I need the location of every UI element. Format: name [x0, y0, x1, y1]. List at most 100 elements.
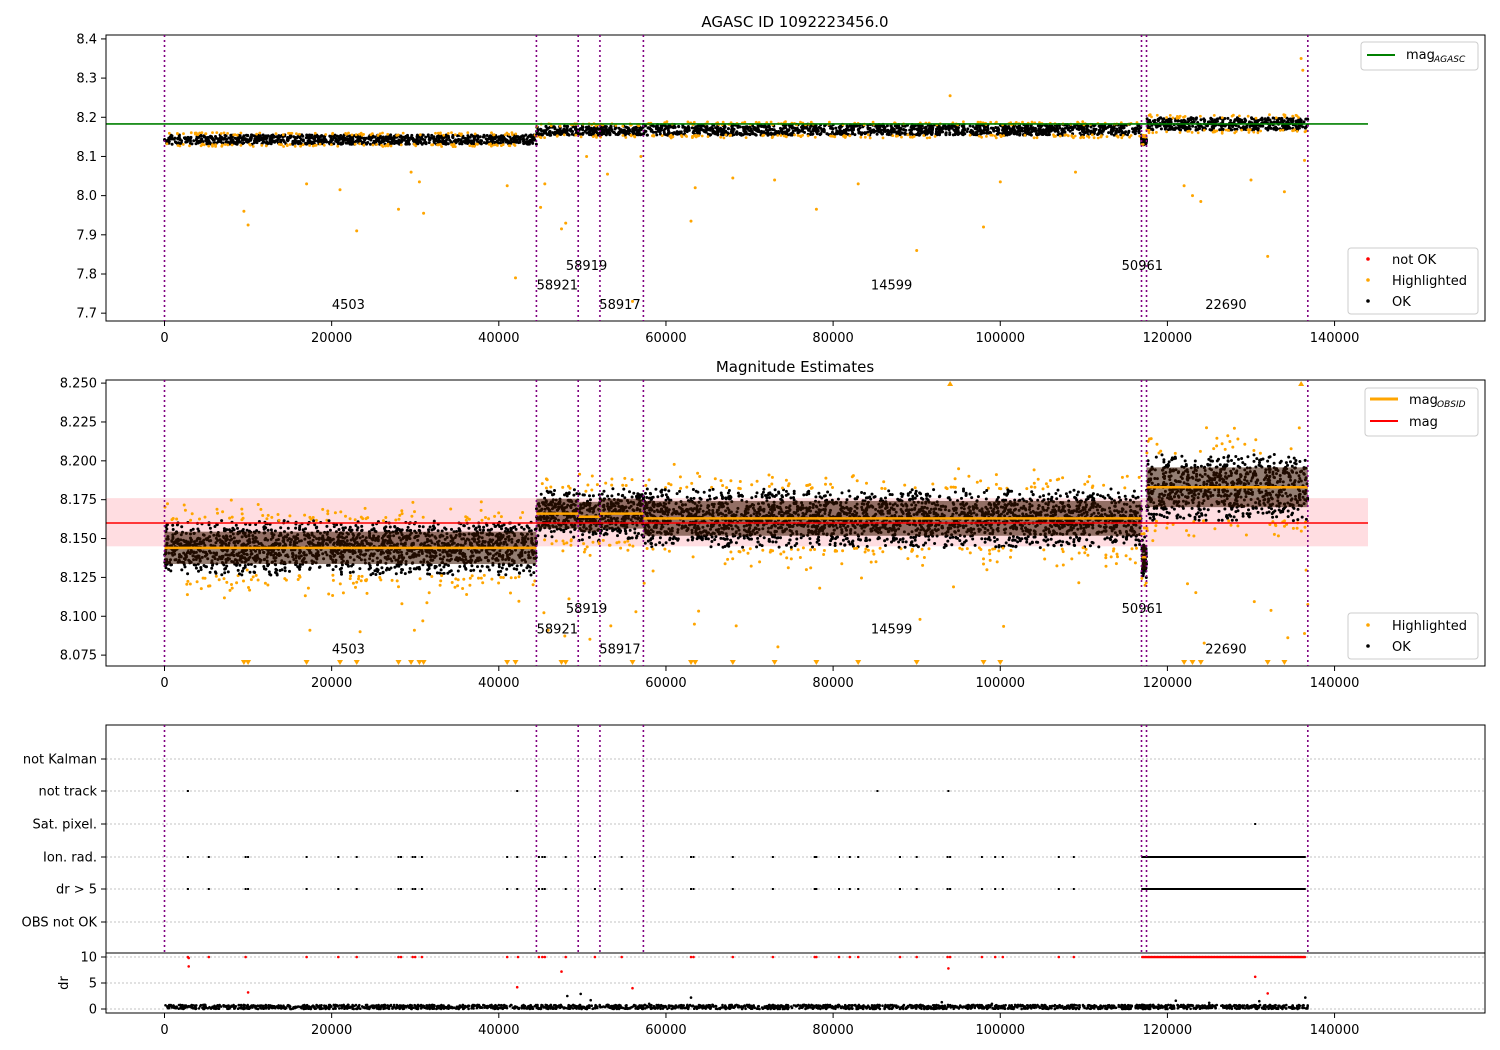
ok-point — [1194, 117, 1198, 121]
highlighted-point — [1171, 116, 1175, 120]
ok-point — [286, 139, 290, 143]
ok-point — [773, 132, 777, 136]
highlighted-point — [985, 135, 988, 138]
highlighted-point — [198, 131, 202, 135]
highlighted-point — [639, 155, 643, 158]
ok-point — [814, 124, 818, 128]
ok-point — [772, 128, 776, 132]
highlighted-point — [251, 145, 255, 148]
ok-point — [675, 130, 679, 134]
ok-point — [485, 140, 489, 144]
ok-point — [966, 127, 970, 131]
ok-point — [924, 126, 928, 130]
highlighted-point — [624, 136, 628, 139]
ok-point — [809, 130, 813, 134]
ok-point — [485, 134, 489, 137]
highlighted-point — [925, 136, 929, 140]
obsid-label: 22690 — [1205, 298, 1246, 313]
ok-point — [811, 129, 815, 133]
y-tick-label: 8.2 — [76, 111, 97, 126]
ok-point — [184, 140, 188, 144]
ok-point — [1003, 131, 1007, 135]
highlighted-point — [633, 135, 637, 139]
ok-point — [478, 569, 482, 573]
ok-point — [542, 131, 546, 135]
highlighted-point — [1052, 133, 1055, 137]
highlighted-point — [521, 511, 525, 514]
highlighted-point — [449, 507, 453, 511]
ok-point — [1194, 125, 1198, 129]
ok-point — [1306, 117, 1309, 121]
ok-point — [1166, 118, 1170, 122]
highlighted-point — [384, 516, 388, 519]
ok-point — [989, 126, 993, 130]
ok-point — [195, 140, 199, 144]
ok-point — [553, 132, 557, 136]
ok-point — [779, 128, 783, 132]
highlighted-point — [979, 120, 982, 124]
ok-point — [1271, 116, 1275, 120]
ok-point — [1109, 125, 1113, 129]
ok-point — [496, 141, 500, 145]
highlighted-point — [1030, 120, 1034, 124]
ok-point — [911, 126, 915, 130]
ok-point — [412, 567, 416, 571]
highlighted-point — [487, 143, 491, 146]
highlighted-point — [1058, 134, 1062, 138]
highlighted-point — [362, 133, 365, 136]
highlighted-point — [1282, 190, 1286, 194]
highlighted-point — [543, 136, 546, 140]
ok-point — [420, 133, 424, 137]
ok-point — [288, 569, 291, 573]
ok-point — [428, 525, 432, 529]
ok-point — [1186, 117, 1190, 121]
highlighted-point — [782, 134, 786, 138]
ok-point — [961, 132, 965, 136]
ok-point — [1089, 125, 1093, 129]
highlighted-point — [1066, 134, 1070, 138]
ok-point — [224, 134, 228, 138]
ok-point — [1210, 117, 1214, 121]
ok-point — [339, 134, 343, 137]
highlighted-point — [1035, 136, 1039, 140]
ok-point — [518, 138, 522, 142]
highlighted-point — [1246, 128, 1250, 132]
ok-point — [663, 124, 667, 128]
ok-point — [1118, 129, 1122, 133]
ok-point — [406, 133, 409, 137]
ok-point — [1231, 124, 1235, 128]
ok-point — [348, 525, 352, 529]
highlighted-point — [1070, 134, 1074, 138]
ok-point — [790, 126, 794, 130]
ok-point — [214, 136, 218, 140]
ok-point — [645, 133, 649, 137]
ok-point — [830, 130, 834, 134]
highlighted-point — [490, 131, 493, 135]
ok-point — [866, 127, 870, 131]
ok-point — [930, 133, 934, 136]
highlighted-point — [859, 135, 863, 139]
ok-point — [307, 136, 311, 140]
ok-point — [744, 130, 748, 134]
highlighted-point — [1295, 129, 1299, 133]
ok-point — [930, 124, 934, 128]
ok-point — [681, 125, 685, 129]
ok-point — [625, 126, 629, 129]
ok-point — [239, 136, 243, 140]
ok-point — [1126, 133, 1129, 137]
x-tick-label: 120000 — [1143, 331, 1193, 346]
ok-point — [333, 133, 337, 137]
highlighted-point — [397, 585, 400, 589]
ok-point — [732, 133, 736, 137]
ok-point — [424, 135, 428, 139]
ok-point — [489, 136, 493, 140]
ok-point — [696, 128, 700, 132]
highlighted-point — [399, 143, 403, 147]
ok-point — [399, 571, 403, 574]
ok-point — [739, 132, 743, 136]
ok-point — [1012, 125, 1016, 129]
highlighted-point — [693, 186, 697, 190]
highlighted-point — [230, 515, 234, 519]
ok-point — [377, 139, 381, 143]
highlighted-point — [434, 131, 437, 135]
